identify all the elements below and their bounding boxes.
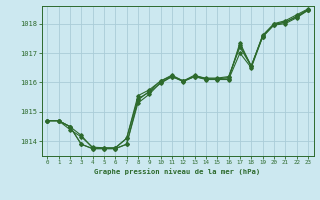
- X-axis label: Graphe pression niveau de la mer (hPa): Graphe pression niveau de la mer (hPa): [94, 168, 261, 175]
